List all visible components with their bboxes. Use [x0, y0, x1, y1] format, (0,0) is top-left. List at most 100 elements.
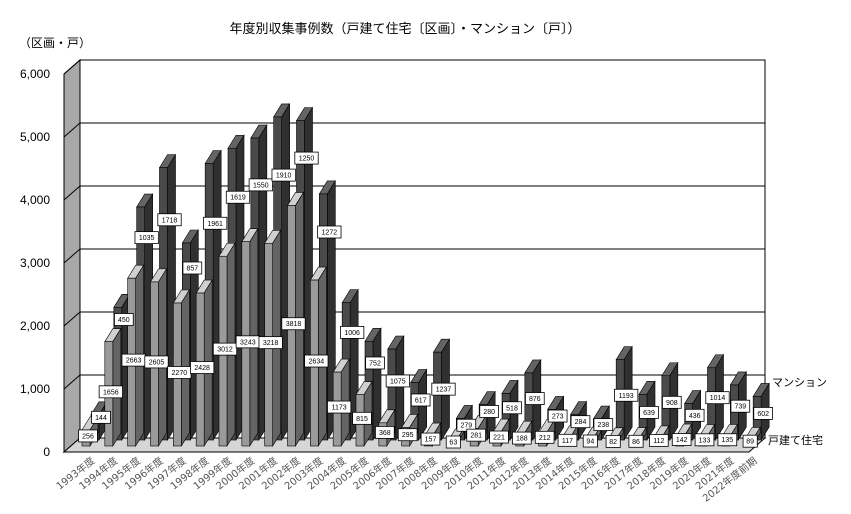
- data-label-mansion: 857: [182, 261, 203, 275]
- svg-text:1550: 1550: [253, 182, 269, 189]
- legend-mansion: マンション: [772, 376, 827, 389]
- svg-text:279: 279: [460, 423, 472, 430]
- svg-text:284: 284: [575, 419, 587, 426]
- data-label-detached: 135: [717, 433, 738, 447]
- svg-text:450: 450: [118, 317, 130, 324]
- data-label-mansion: 908: [662, 395, 682, 409]
- data-label-mansion: 617: [410, 393, 431, 407]
- svg-text:238: 238: [597, 422, 609, 429]
- data-label-mansion: 1619: [225, 190, 251, 204]
- svg-text:3012: 3012: [217, 347, 233, 354]
- y-tick-label: 0: [43, 445, 50, 459]
- data-label-detached: 2428: [190, 361, 215, 374]
- data-label-mansion: 1718: [157, 213, 182, 227]
- svg-text:221: 221: [493, 435, 505, 442]
- svg-text:157: 157: [425, 437, 437, 444]
- data-label-mansion: 279: [456, 418, 477, 432]
- data-label-mansion: 1075: [385, 374, 410, 388]
- y-tick-label: 6,000: [20, 67, 50, 81]
- svg-text:89: 89: [746, 439, 754, 446]
- x-axis: 1993年度1994年度1995年度1996年度1997年度1998年度1999…: [53, 454, 759, 505]
- svg-text:256: 256: [82, 433, 94, 440]
- data-label-mansion: 284: [570, 415, 591, 429]
- svg-text:617: 617: [415, 397, 427, 404]
- data-label-mansion: 602: [753, 407, 773, 420]
- data-label-mansion: 1237: [431, 382, 456, 396]
- data-label-mansion: 1250: [294, 151, 319, 165]
- data-label-mansion: 752: [365, 356, 385, 370]
- y-tick-label: 2,000: [20, 319, 50, 333]
- svg-text:1193: 1193: [619, 393, 634, 400]
- data-label-detached: 1656: [98, 385, 123, 399]
- svg-text:295: 295: [402, 432, 414, 439]
- bar-mansion: [684, 389, 702, 442]
- data-label-detached: 86: [628, 434, 644, 448]
- data-label-mansion: 450: [114, 313, 134, 326]
- data-label-mansion: 639: [639, 406, 659, 419]
- svg-text:2663: 2663: [126, 358, 142, 365]
- svg-text:135: 135: [721, 437, 733, 444]
- svg-text:857: 857: [186, 265, 198, 272]
- svg-text:739: 739: [734, 404, 746, 411]
- svg-text:1250: 1250: [299, 156, 315, 163]
- data-label-mansion: 280: [479, 405, 499, 418]
- data-label-detached: 188: [512, 431, 532, 445]
- gridline-side: [63, 311, 81, 327]
- data-label-detached: 133: [694, 433, 715, 447]
- legend-detached: 戸建て住宅: [768, 433, 823, 447]
- data-label-detached: 2634: [304, 354, 329, 368]
- data-label-mansion: 739: [730, 399, 751, 413]
- data-label-detached: 295: [397, 428, 418, 442]
- svg-text:436: 436: [689, 413, 701, 420]
- svg-text:1006: 1006: [344, 330, 360, 337]
- data-label-mansion: 1961: [203, 216, 228, 230]
- data-label-detached: 2270: [167, 366, 192, 379]
- svg-text:2428: 2428: [194, 365, 210, 372]
- data-label-detached: 1173: [327, 400, 352, 414]
- data-label-mansion: 238: [593, 418, 614, 431]
- svg-text:2634: 2634: [309, 359, 325, 366]
- svg-text:815: 815: [356, 416, 368, 423]
- svg-text:368: 368: [379, 430, 391, 437]
- svg-text:639: 639: [643, 410, 655, 417]
- svg-text:3818: 3818: [286, 321, 302, 328]
- svg-text:82: 82: [609, 439, 617, 446]
- gridline-side: [63, 248, 81, 264]
- gridline-side: [63, 59, 81, 75]
- svg-text:142: 142: [676, 437, 688, 444]
- bar-mansion: [524, 358, 542, 442]
- data-label-detached: 142: [671, 433, 692, 446]
- chart-title: 年度別収集事例数（戸建て住宅〔区画〕・マンション〔戸〕）: [229, 21, 580, 37]
- svg-text:1961: 1961: [207, 221, 223, 228]
- data-label-mansion: 1035: [134, 231, 159, 245]
- data-label-detached: 82: [605, 435, 621, 448]
- data-label-detached: 256: [78, 429, 98, 443]
- data-label-mansion: 1550: [248, 178, 273, 192]
- y-tick-label: 5,000: [20, 130, 50, 144]
- svg-text:602: 602: [757, 411, 769, 418]
- svg-text:117: 117: [562, 438, 573, 445]
- data-label-detached: 89: [742, 434, 758, 448]
- svg-text:281: 281: [470, 433, 482, 440]
- data-label-detached: 2663: [121, 353, 146, 367]
- svg-text:1035: 1035: [139, 235, 155, 242]
- data-label-detached: 94: [582, 434, 598, 448]
- data-label-mansion: 1014: [705, 391, 730, 405]
- svg-text:1910: 1910: [276, 173, 292, 180]
- svg-text:908: 908: [666, 400, 678, 407]
- svg-text:876: 876: [529, 396, 541, 403]
- svg-text:188: 188: [516, 436, 528, 443]
- svg-text:280: 280: [483, 409, 495, 416]
- svg-text:1718: 1718: [162, 217, 178, 224]
- svg-text:94: 94: [586, 439, 594, 446]
- data-label-detached: 212: [534, 430, 555, 444]
- svg-text:752: 752: [369, 360, 381, 367]
- data-label-mansion: 518: [502, 401, 522, 415]
- svg-text:1075: 1075: [390, 378, 406, 385]
- data-label-detached: 117: [557, 433, 578, 447]
- data-label-detached: 368: [375, 426, 395, 439]
- y-tick-label: 1,000: [20, 382, 50, 396]
- svg-text:2270: 2270: [172, 370, 188, 377]
- svg-text:212: 212: [539, 435, 551, 442]
